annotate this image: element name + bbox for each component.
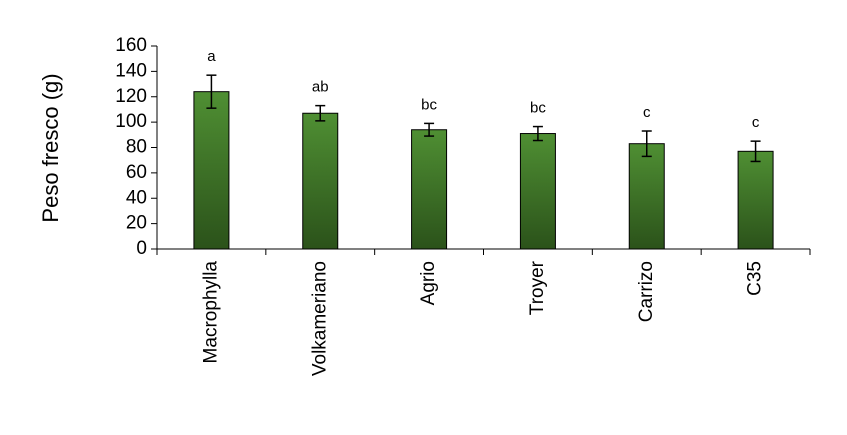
annotation: c — [752, 114, 760, 131]
y-tick-label: 0 — [136, 238, 147, 259]
bar — [737, 150, 774, 250]
y-tick-label: 40 — [126, 187, 147, 208]
x-tick-label: Agrio — [418, 261, 439, 305]
annotation: bc — [530, 100, 546, 117]
y-tick-label: 120 — [115, 86, 147, 107]
y-tick-label: 100 — [115, 111, 147, 132]
bar — [411, 129, 448, 250]
x-tick-label: Carrizo — [636, 261, 657, 322]
bar — [302, 112, 339, 250]
y-tick-label: 60 — [126, 162, 147, 183]
x-tick-label: Volkameriano — [309, 261, 330, 376]
y-tick-label: 20 — [126, 213, 147, 234]
y-tick-label: 140 — [115, 60, 147, 81]
bar — [193, 91, 230, 250]
y-tick-label: 80 — [126, 137, 147, 158]
y-axis-label: Peso fresco (g) — [38, 73, 63, 222]
annotation: ab — [312, 79, 329, 96]
y-tick-label: 160 — [115, 35, 147, 56]
annotation: bc — [421, 96, 437, 113]
x-tick-label: Macrophylla — [200, 261, 221, 364]
annotation: c — [643, 104, 651, 121]
annotation: a — [207, 48, 216, 65]
bar — [519, 133, 556, 250]
bar — [628, 143, 665, 250]
x-tick-label: C35 — [745, 261, 766, 296]
x-tick-label: Troyer — [527, 260, 548, 315]
